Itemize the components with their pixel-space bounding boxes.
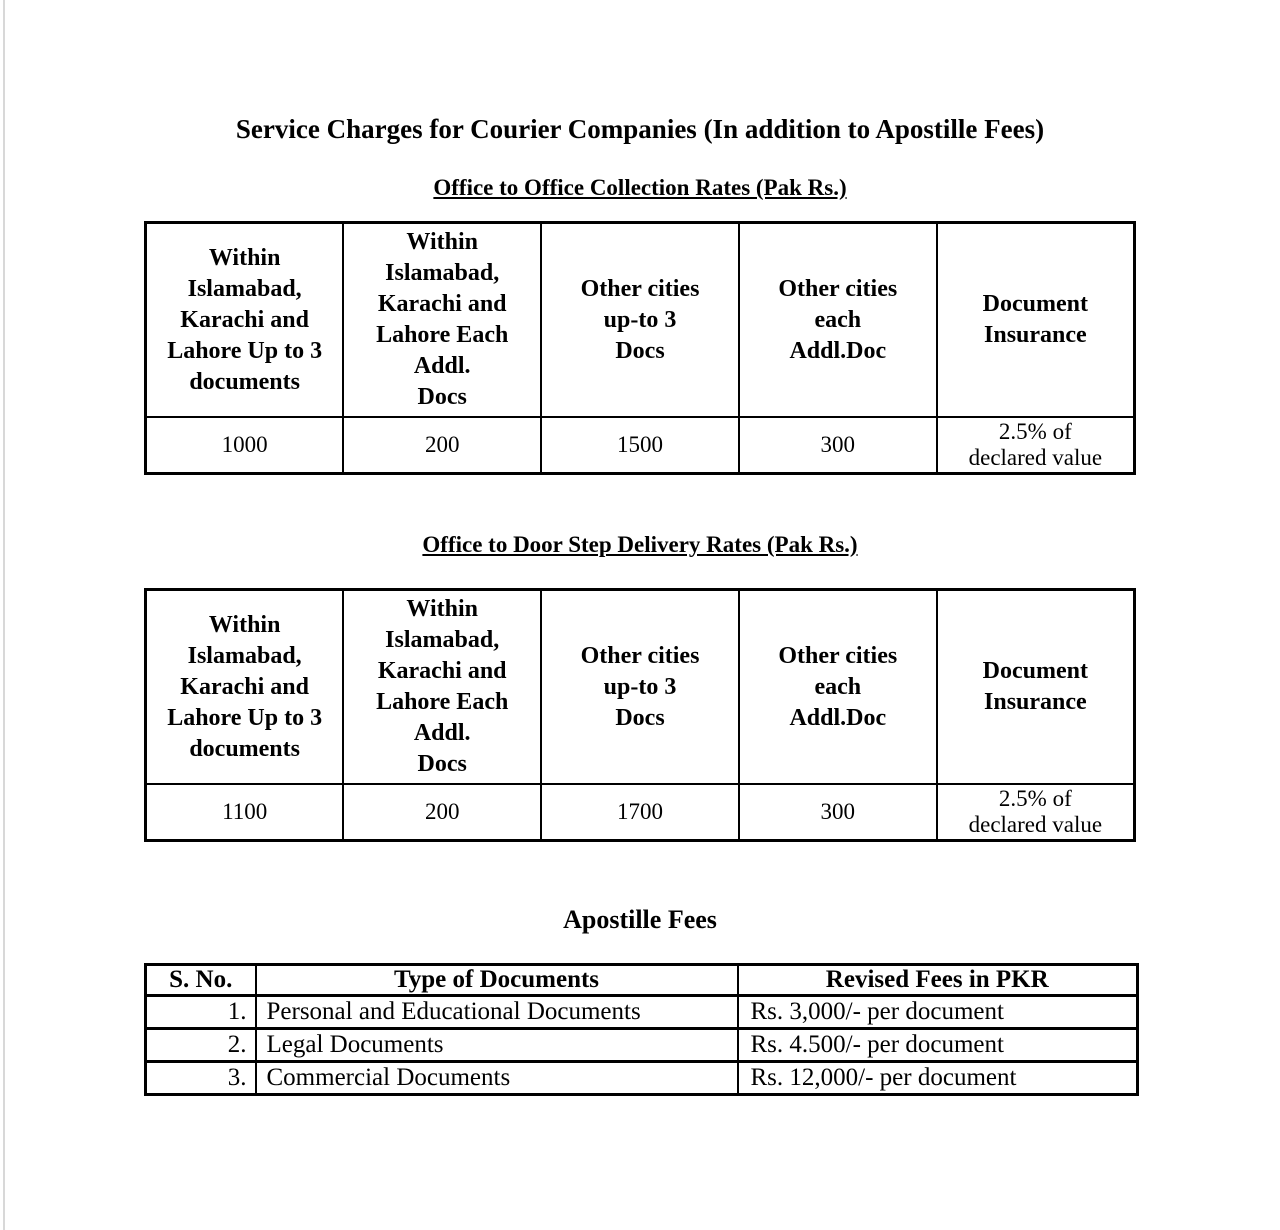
header-cell-within-upto3: Within Islamabad, Karachi and Lahore Up …: [144, 221, 345, 418]
value-cell-other-addl: 300: [737, 783, 938, 842]
office-to-door-data-row: 1100 200 1700 300 2.5% of declared value: [144, 783, 1136, 842]
office-to-office-rates-table: Within Islamabad, Karachi and Lahore Up …: [144, 221, 1136, 475]
document-content: Service Charges for Courier Companies (I…: [144, 0, 1139, 1096]
office-to-office-header-row: Within Islamabad, Karachi and Lahore Up …: [144, 221, 1136, 418]
value-cell-other-addl: 300: [737, 416, 938, 475]
cell-sno: 3.: [144, 1060, 257, 1096]
cell-sno: 2.: [144, 1027, 257, 1063]
apostille-row-commercial: 3. Commercial Documents Rs. 12,000/- per…: [144, 1060, 1139, 1096]
office-to-office-heading: Office to Office Collection Rates (Pak R…: [433, 175, 847, 200]
value-cell-within-upto3: 1000: [144, 416, 345, 475]
header-cell-within-upto3: Within Islamabad, Karachi and Lahore Up …: [144, 588, 345, 785]
office-to-office-data-row: 1000 200 1500 300 2.5% of declared value: [144, 416, 1136, 475]
apostille-fees-heading: Apostille Fees: [563, 905, 717, 934]
apostille-fees-table: S. No. Type of Documents Revised Fees in…: [144, 963, 1139, 1096]
header-cell-other-addl: Other cities each Addl.Doc: [737, 221, 938, 418]
office-to-door-header-row: Within Islamabad, Karachi and Lahore Up …: [144, 588, 1136, 785]
header-cell-within-addl: Within Islamabad, Karachi and Lahore Eac…: [342, 588, 543, 785]
header-cell-other-upto3: Other cities up-to 3 Docs: [540, 221, 740, 418]
value-cell-within-addl: 200: [342, 783, 543, 842]
apostille-header-row: S. No. Type of Documents Revised Fees in…: [144, 963, 1139, 997]
value-cell-other-upto3: 1500: [540, 416, 740, 475]
value-cell-other-upto3: 1700: [540, 783, 740, 842]
header-cell-insurance: Document Insurance: [935, 588, 1136, 785]
value-cell-within-addl: 200: [342, 416, 543, 475]
cell-fee: Rs. 3,000/- per document: [736, 994, 1139, 1030]
header-cell-insurance: Document Insurance: [935, 221, 1136, 418]
document-title: Service Charges for Courier Companies (I…: [235, 114, 1045, 144]
value-cell-within-upto3: 1100: [144, 783, 345, 842]
cell-document-type: Commercial Documents: [254, 1060, 739, 1096]
apostille-row-personal: 1. Personal and Educational Documents Rs…: [144, 994, 1139, 1030]
page-edge-line: [3, 0, 5, 1230]
cell-sno: 1.: [144, 994, 257, 1030]
header-cell-other-addl: Other cities each Addl.Doc: [737, 588, 938, 785]
cell-fee: Rs. 12,000/- per document: [736, 1060, 1139, 1096]
header-cell-fees: Revised Fees in PKR: [736, 963, 1139, 997]
office-to-door-heading: Office to Door Step Delivery Rates (Pak …: [422, 532, 858, 557]
value-cell-insurance: 2.5% of declared value: [935, 783, 1136, 842]
apostille-row-legal: 2. Legal Documents Rs. 4.500/- per docum…: [144, 1027, 1139, 1063]
header-cell-type: Type of Documents: [254, 963, 739, 997]
cell-document-type: Personal and Educational Documents: [254, 994, 739, 1030]
cell-document-type: Legal Documents: [254, 1027, 739, 1063]
cell-fee: Rs. 4.500/- per document: [736, 1027, 1139, 1063]
header-cell-within-addl: Within Islamabad, Karachi and Lahore Eac…: [342, 221, 543, 418]
header-cell-other-upto3: Other cities up-to 3 Docs: [540, 588, 740, 785]
office-to-door-rates-table: Within Islamabad, Karachi and Lahore Up …: [144, 588, 1136, 842]
value-cell-insurance: 2.5% of declared value: [935, 416, 1136, 475]
header-cell-sno: S. No.: [144, 963, 257, 997]
